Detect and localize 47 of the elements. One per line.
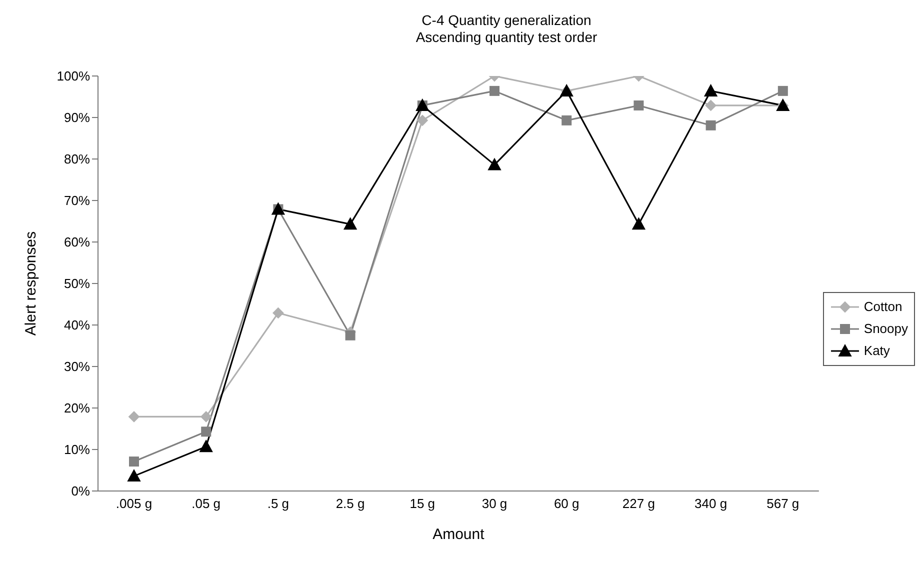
legend-label: Cotton: [864, 299, 902, 314]
point: [200, 411, 212, 422]
point: [200, 440, 213, 452]
y-tick-label: 60%: [64, 234, 90, 250]
point: [562, 115, 572, 126]
legend-label: Katy: [864, 343, 890, 358]
y-tick-label: 80%: [64, 152, 90, 167]
point: [704, 84, 718, 96]
x-tick-label: 227 g: [622, 496, 655, 512]
point: [344, 218, 357, 230]
y-tick-label: 50%: [64, 276, 90, 292]
y-axis-title: Alert responses: [22, 231, 40, 336]
x-tick-label: .005 g: [116, 496, 152, 512]
point: [490, 86, 500, 96]
point: [201, 426, 212, 437]
y-tick-label: 20%: [64, 400, 90, 416]
x-tick-label: 340 g: [694, 496, 728, 512]
y-tick-label: 10%: [64, 442, 90, 458]
point: [416, 114, 428, 126]
point: [272, 307, 284, 318]
chart-title: C-4 Quantity generalization: [420, 12, 592, 29]
legend-label: Snoopy: [864, 321, 908, 336]
y-tick-label: 70%: [64, 193, 90, 208]
chart-subtitle: Ascending quantity test order: [414, 29, 598, 46]
y-tick-label: 100%: [56, 68, 90, 84]
point: [129, 456, 139, 467]
point: [128, 411, 140, 422]
point: [706, 120, 716, 130]
point: [632, 218, 646, 230]
point: [345, 330, 356, 340]
y-tick-label: 90%: [64, 110, 90, 126]
point: [128, 470, 140, 482]
y-tick-label: 40%: [64, 318, 90, 333]
x-tick-label: 60 g: [554, 496, 580, 512]
x-tick-label: 2.5 g: [336, 496, 365, 512]
x-axis-title: Amount: [432, 526, 486, 543]
point: [488, 158, 502, 170]
point: [705, 100, 716, 111]
y-tick-label: 30%: [64, 359, 90, 374]
point: [778, 86, 788, 96]
x-tick-label: .5 g: [267, 496, 290, 512]
x-tick-label: .05 g: [192, 496, 221, 512]
point: [634, 100, 644, 110]
y-tick-label: 0%: [71, 484, 90, 499]
x-tick-label: 15 g: [410, 496, 436, 512]
x-tick-label: 30 g: [482, 496, 508, 512]
x-tick-label: 567 g: [766, 496, 800, 512]
